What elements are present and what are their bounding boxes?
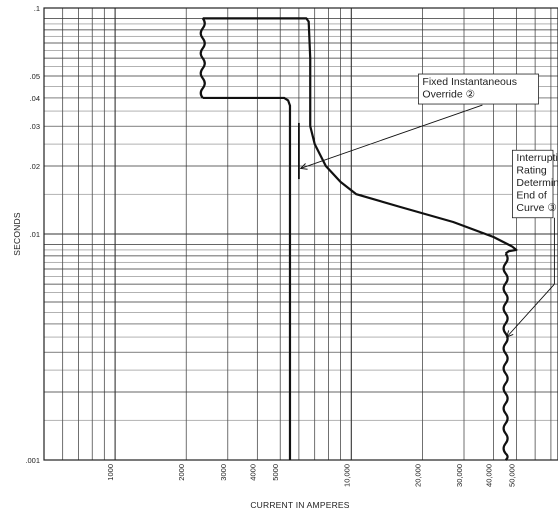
x-tick-label: 2000 <box>177 464 186 481</box>
x-tick-labels: 1000 2000 3000 4000 5000 10,000 20,000 30,000 40… <box>106 464 516 487</box>
annotation-text: Interrupting <box>516 152 558 164</box>
annotation-arrowhead <box>506 330 514 338</box>
annotation-leader <box>300 104 483 169</box>
annotation-arrowhead <box>299 163 308 170</box>
y-axis-label: SECONDS <box>12 212 22 256</box>
annotation-leader <box>506 283 555 338</box>
curve-series-1 <box>202 17 518 255</box>
x-tick-label: 10,000 <box>342 464 351 487</box>
y-tick-label: .01 <box>30 230 40 239</box>
x-tick-label: 20,000 <box>413 464 422 487</box>
curves <box>199 17 518 461</box>
y-tick-label: .03 <box>30 122 40 131</box>
x-tick-label: 30,000 <box>455 464 464 487</box>
annotation-text: Rating <box>516 165 547 177</box>
annotation-text: Fixed Instantaneous <box>422 76 517 88</box>
y-tick-labels: .1 .05 .04 .03 .02 .01 .001 <box>25 4 40 465</box>
x-tick-label: 5000 <box>271 464 280 481</box>
annotation-text: Override ② <box>422 89 475 101</box>
x-tick-label: 1000 <box>106 464 115 481</box>
annotation-2: InterruptingRatingDeterminesEnd ofCurve … <box>506 149 558 338</box>
curve-series-3 <box>199 17 206 99</box>
y-tick-label: .02 <box>30 162 40 171</box>
x-tick-label: 4000 <box>248 464 257 481</box>
curve-series-4 <box>502 252 509 461</box>
y-tick-label: .1 <box>34 4 40 13</box>
annotation-box <box>512 149 554 219</box>
y-tick-label: .001 <box>25 456 40 465</box>
annotation-text: Determines <box>516 177 558 189</box>
y-tick-label: .04 <box>30 94 40 103</box>
x-tick-label: 40,000 <box>485 464 494 487</box>
x-tick-label: 3000 <box>219 464 228 481</box>
annotation-text: End of <box>516 190 546 202</box>
curve-series-2 <box>202 96 292 460</box>
y-tick-label: .05 <box>30 72 40 81</box>
annotation-box <box>418 73 539 105</box>
plot-frame <box>43 7 558 461</box>
x-axis-label: CURRENT IN AMPERES <box>250 500 349 510</box>
x-tick-label: 50,000 <box>507 464 516 487</box>
annotation-text: Curve ③ <box>516 202 557 214</box>
